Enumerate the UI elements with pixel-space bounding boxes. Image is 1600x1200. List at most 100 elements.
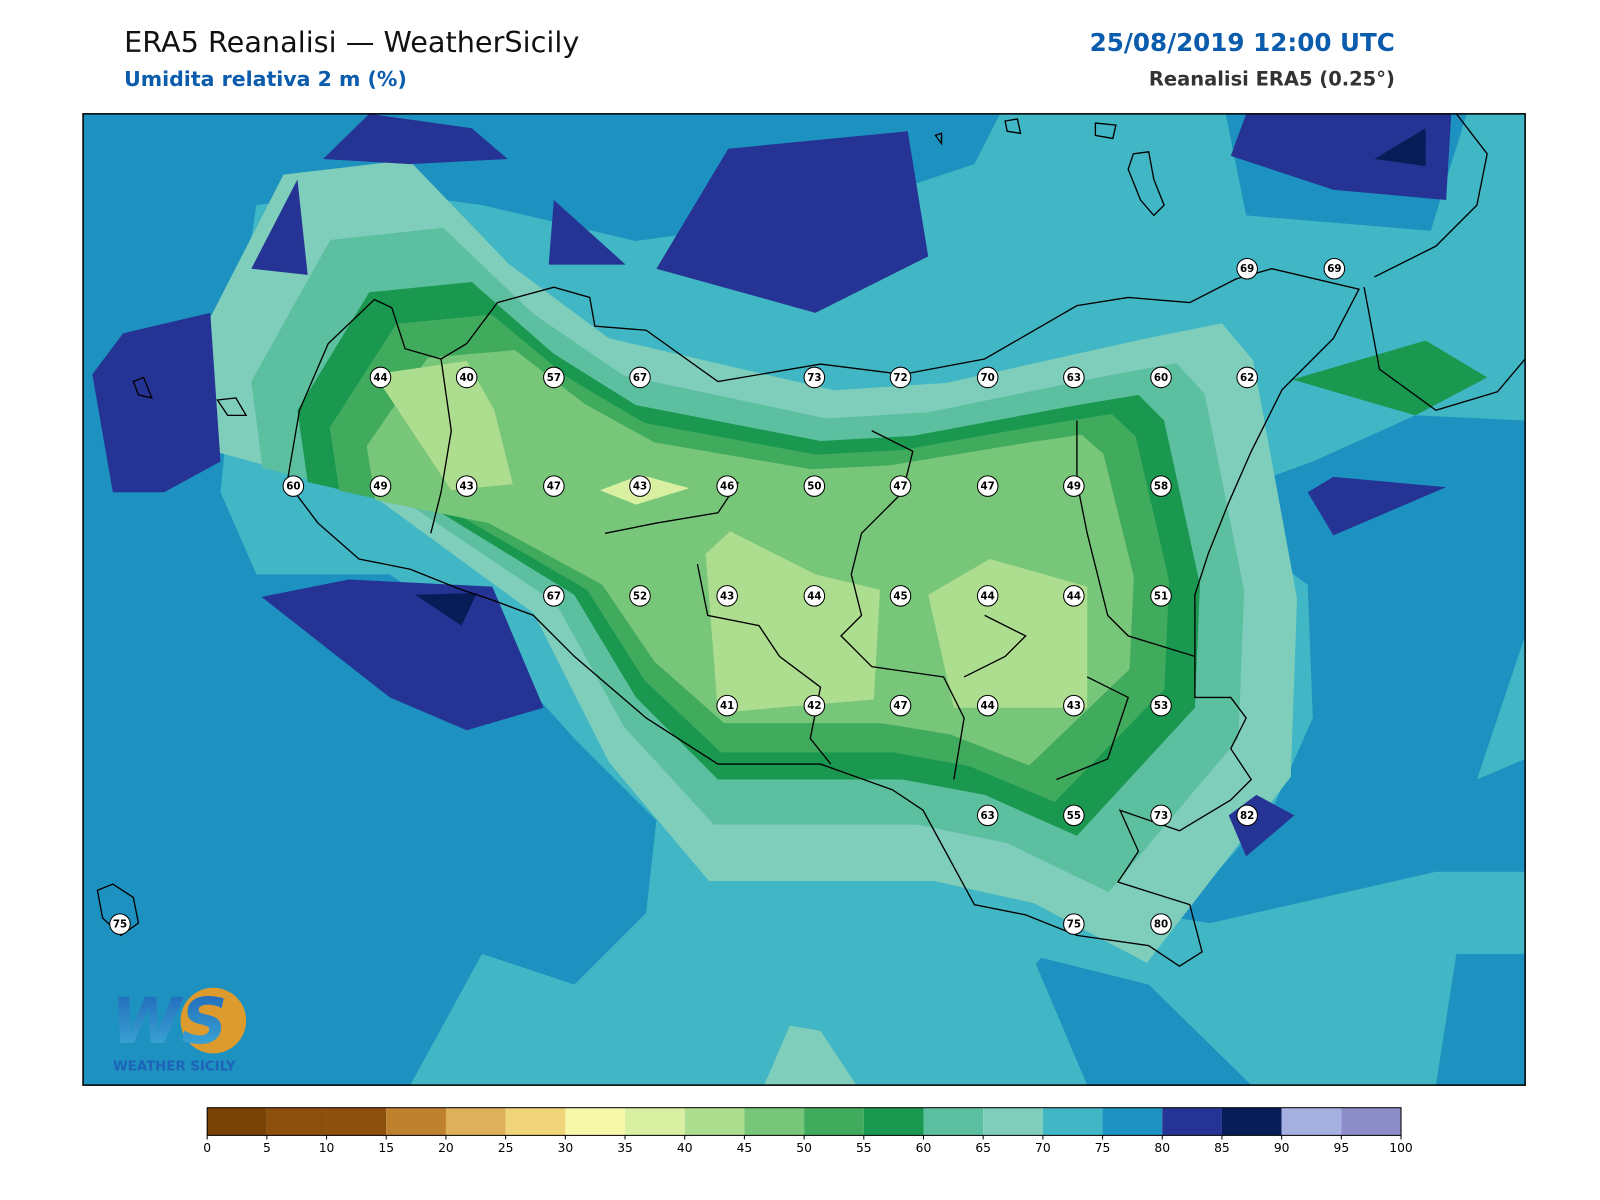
station-value: 51 — [1154, 590, 1168, 602]
colorbar-tick-label: 80 — [1154, 1141, 1170, 1155]
colorbar-tick-label: 75 — [1095, 1141, 1111, 1155]
station-marker — [1063, 804, 1085, 827]
field — [548, 200, 626, 265]
colorbar-cell — [744, 1107, 805, 1136]
station-value: 70 — [981, 372, 995, 384]
station-marker — [629, 366, 651, 389]
station-value: 69 — [1327, 263, 1341, 275]
sicily-coast — [286, 268, 1360, 967]
datetime: 25/08/2019 12:00 UTC — [1090, 28, 1395, 57]
field — [1374, 128, 1426, 167]
station-value: 63 — [981, 810, 995, 822]
station-marker — [1150, 366, 1172, 389]
station-value: 47 — [981, 481, 995, 493]
province-border — [430, 358, 1196, 781]
colorbar-tick-label: 10 — [319, 1141, 335, 1155]
field — [1307, 476, 1447, 536]
station-marker — [716, 694, 738, 717]
station-marker — [976, 804, 999, 827]
station-value: 44 — [807, 590, 821, 602]
station-value: 50 — [807, 481, 821, 493]
colorbar-tick-label: 35 — [617, 1141, 633, 1155]
field — [374, 361, 513, 491]
station-value: 57 — [547, 372, 561, 384]
station-value: 53 — [1154, 700, 1168, 712]
station-value: 43 — [1067, 700, 1081, 712]
station-marker — [1323, 257, 1346, 280]
colorbar-tick-label: 85 — [1214, 1141, 1230, 1155]
station-value: 73 — [807, 372, 821, 384]
field — [323, 113, 508, 165]
colorbar-cell — [386, 1107, 446, 1136]
field — [656, 131, 929, 313]
colorbar-tick-label: 100 — [1389, 1141, 1412, 1155]
colorbar-tick-label: 25 — [498, 1141, 514, 1155]
colorbar-tick-label: 60 — [916, 1141, 932, 1155]
colorbar-cell — [625, 1107, 685, 1136]
station-marker — [1236, 804, 1258, 827]
map-area: 44 40 57 67 73 72 70 63 60 62 69 69 60 49 43 47 43 46 50 47… — [83, 113, 1526, 1086]
station-value: 44 — [373, 372, 387, 384]
field — [261, 579, 544, 731]
station-marker — [803, 694, 826, 717]
colorbar-tick-label: 55 — [856, 1141, 872, 1155]
island — [96, 118, 1165, 937]
field — [415, 592, 477, 626]
station-value: 72 — [893, 372, 907, 384]
colorbar-tick-label: 15 — [378, 1141, 394, 1155]
station-value: 60 — [1154, 372, 1168, 384]
logo-text: WEATHER SICILY — [113, 1060, 236, 1075]
colorbar-tick-label: 5 — [263, 1141, 271, 1155]
station-marker — [803, 366, 826, 389]
station-marker — [716, 475, 738, 497]
colorbar-cell — [266, 1107, 327, 1136]
station-value: 44 — [1067, 590, 1081, 602]
colorbar-cell — [445, 1107, 506, 1136]
colorbar: 0 5 10 15 20 25 30 35 40 45 50 55 60 65 70 75 80 85 90 95 10… — [203, 1107, 1413, 1155]
logo: WS WEATHER SICILY — [111, 984, 247, 1075]
station-marker — [889, 366, 912, 389]
colorbar-cell — [923, 1107, 984, 1136]
field — [705, 531, 880, 713]
station-marker — [1150, 804, 1172, 827]
map-frame — [82, 113, 1526, 1086]
logo-mark: WS — [111, 984, 227, 1058]
field — [92, 312, 221, 493]
station-marker — [1150, 694, 1172, 717]
station-value: 47 — [547, 481, 561, 493]
station-value: 73 — [1154, 810, 1168, 822]
colorbar-cell — [1162, 1107, 1222, 1136]
colorbar-cell — [1221, 1107, 1282, 1136]
station-marker — [282, 475, 305, 497]
colorbar-cell — [207, 1107, 267, 1136]
title: ERA5 Reanalisi — WeatherSicily — [124, 25, 579, 59]
station-value: 43 — [633, 481, 647, 493]
station-value: 75 — [113, 919, 127, 931]
colorbar-cell — [684, 1107, 745, 1136]
station-value: 47 — [893, 481, 907, 493]
station-marker — [1236, 257, 1258, 280]
colorbar-tick-label: 70 — [1035, 1141, 1051, 1155]
station-marker — [109, 913, 131, 935]
station-value: 46 — [720, 481, 734, 493]
station-value: 42 — [807, 700, 821, 712]
station-marker — [1063, 913, 1085, 935]
station-value: 49 — [373, 481, 387, 493]
station-value: 43 — [460, 481, 474, 493]
station-value: 67 — [633, 372, 647, 384]
colorbar-tick-label: 90 — [1274, 1141, 1290, 1155]
station-marker — [716, 585, 738, 607]
colorbar-cell — [983, 1107, 1043, 1136]
station-value: 75 — [1067, 919, 1081, 931]
colorbar-cell — [1341, 1107, 1402, 1136]
colorbar-cell — [1102, 1107, 1163, 1136]
station-marker — [1150, 913, 1172, 935]
colorbar-tick-label: 95 — [1334, 1141, 1350, 1155]
station-marker — [629, 585, 651, 607]
colorbar-tick-label: 0 — [203, 1141, 211, 1155]
station-value: 40 — [460, 372, 474, 384]
field — [251, 179, 308, 275]
station-value: 69 — [1240, 263, 1254, 275]
